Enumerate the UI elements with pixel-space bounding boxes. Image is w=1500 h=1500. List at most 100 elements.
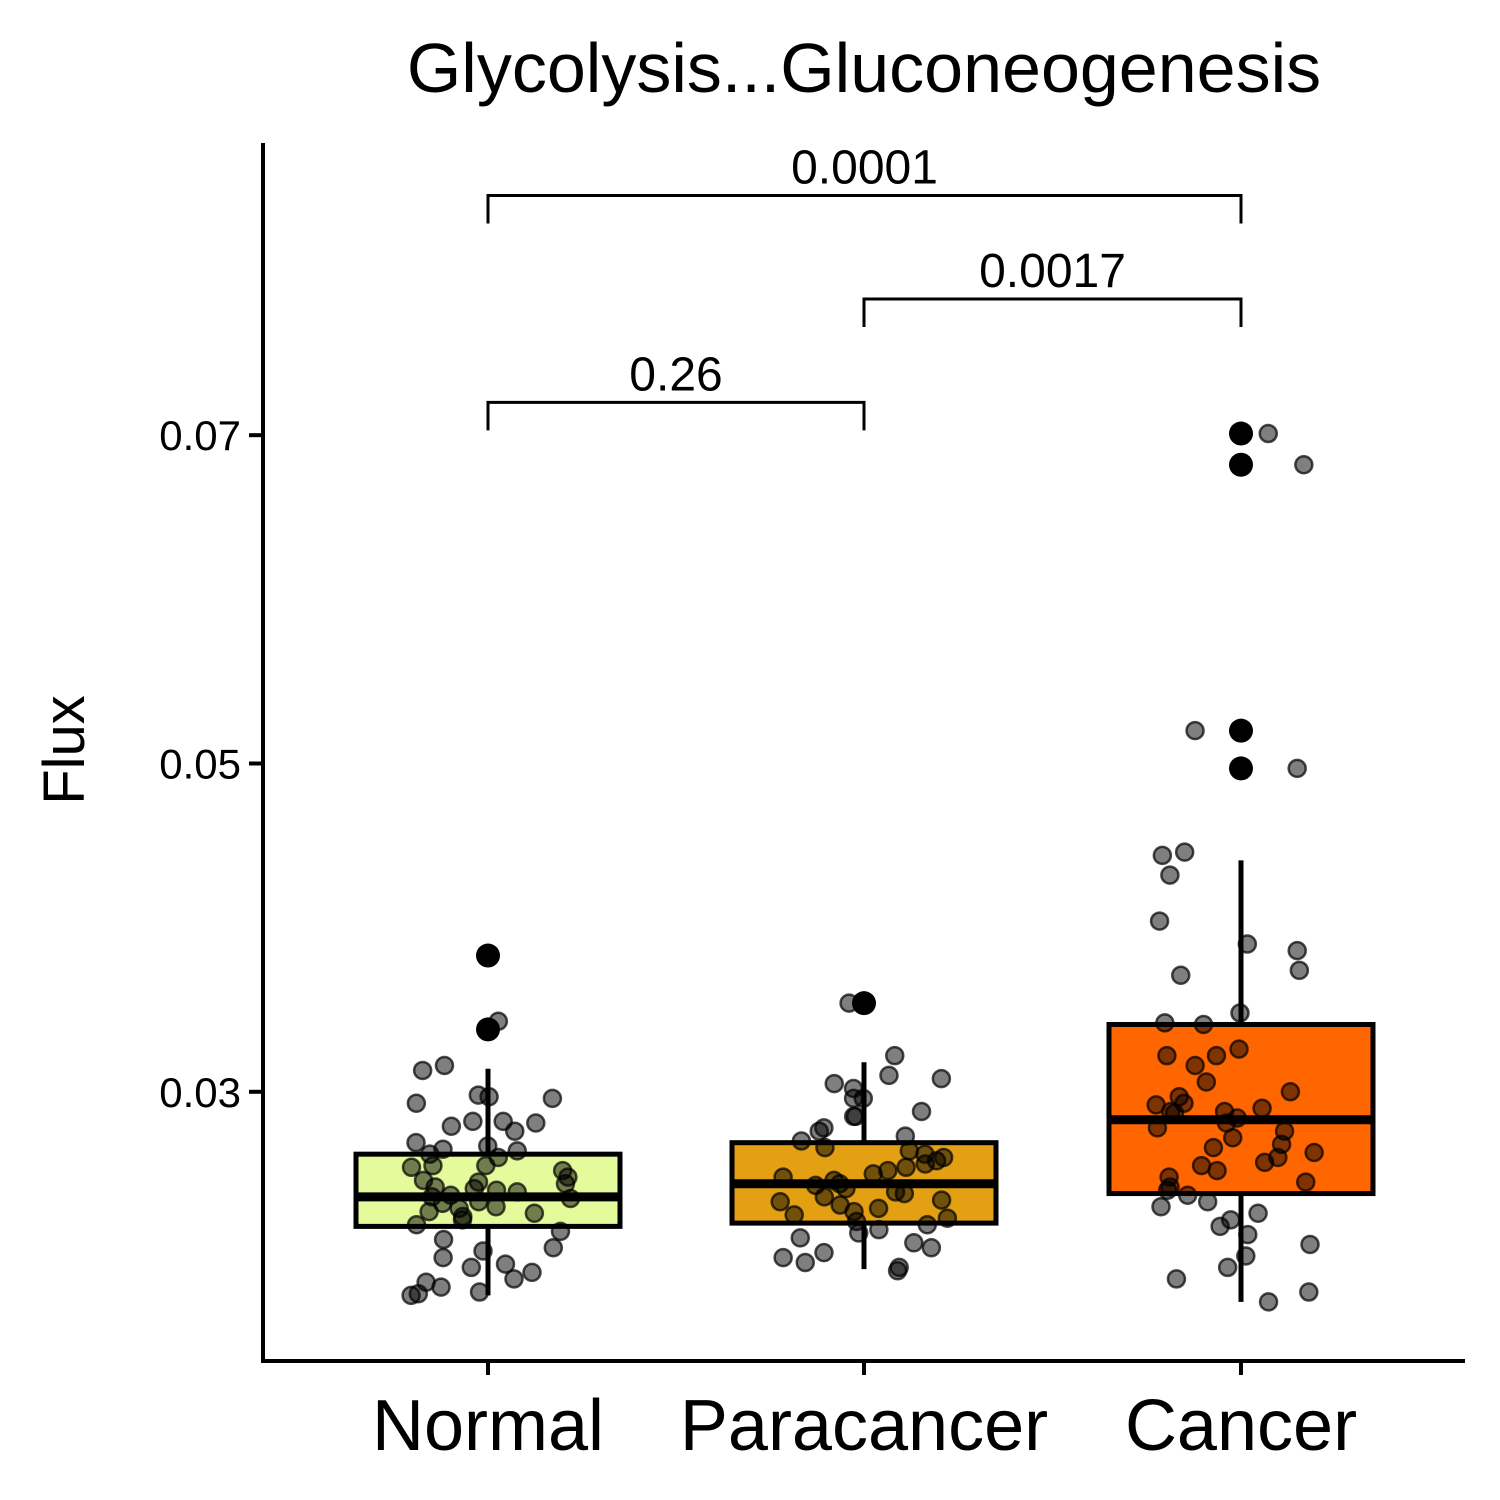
y-axis-label: Flux: [32, 695, 97, 805]
data-point: [931, 1068, 952, 1089]
data-point: [469, 1192, 489, 1212]
data-point: [452, 1210, 473, 1230]
data-point: [1147, 1118, 1168, 1138]
data-point: [1155, 1013, 1175, 1033]
data-point: [1248, 1203, 1268, 1224]
data-point: [1222, 1128, 1243, 1148]
data-point: [1296, 1172, 1316, 1192]
data-point: [1164, 1103, 1185, 1123]
data-point: [1236, 1246, 1256, 1266]
comparison-bracket: 0.0017: [862, 245, 1243, 327]
data-point: [1151, 1196, 1171, 1217]
data-point: [791, 1131, 812, 1151]
data-point: [937, 1208, 958, 1228]
outlier-point: [1229, 452, 1253, 477]
data-point: [1197, 1192, 1218, 1212]
data-point: [887, 1260, 908, 1281]
data-point: [526, 1113, 546, 1133]
data-point: [401, 1285, 421, 1306]
data-point: [1157, 1180, 1178, 1201]
data-point: [469, 1282, 490, 1302]
data-point: [885, 1045, 905, 1066]
data-point: [815, 1137, 835, 1158]
data-point: [1193, 1014, 1214, 1035]
data-point: [843, 1106, 864, 1127]
data-point: [773, 1247, 793, 1268]
data-point: [476, 945, 497, 966]
points-normal: [401, 945, 581, 1306]
data-point: [1157, 1045, 1177, 1066]
p-value-label: 0.26: [629, 348, 722, 401]
data-point: [431, 1277, 451, 1297]
data-point: [1217, 1257, 1238, 1278]
data-point: [433, 1229, 454, 1250]
y-tick-label: 0.07: [159, 412, 241, 459]
outlier-point: [1229, 718, 1253, 743]
box-cancer: [1106, 421, 1376, 1302]
data-point: [824, 1073, 844, 1094]
data-point: [419, 1201, 439, 1222]
box-normal: [353, 943, 623, 1296]
data-point: [406, 1215, 427, 1235]
p-value-label: 0.0017: [979, 245, 1126, 298]
data-point: [1203, 1137, 1224, 1158]
data-point: [1299, 1282, 1319, 1302]
p-value-label: 0.0001: [791, 142, 938, 195]
y-tick-label: 0.03: [159, 1069, 241, 1116]
data-point: [486, 1196, 506, 1217]
data-point: [1207, 1160, 1227, 1181]
data-point: [773, 1167, 793, 1187]
data-point: [770, 1192, 790, 1212]
data-point: [921, 1237, 942, 1258]
data-point: [1152, 845, 1173, 866]
chart-title: Glycolysis...Gluconeogenesis: [407, 29, 1321, 107]
data-point: [848, 1223, 869, 1243]
data-point: [1238, 1224, 1258, 1245]
data-point: [879, 1065, 899, 1086]
data-point: [1185, 1055, 1205, 1076]
data-point: [476, 1155, 496, 1176]
data-point: [917, 1215, 938, 1235]
outlier-point: [852, 991, 876, 1016]
data-point: [461, 1257, 482, 1278]
data-point: [836, 1178, 856, 1199]
data-point: [507, 1141, 527, 1161]
data-point: [1252, 1098, 1272, 1118]
bracket-line: [862, 297, 1243, 327]
data-point: [931, 1190, 952, 1210]
data-point: [904, 1233, 924, 1253]
data-point: [784, 1205, 804, 1225]
data-point: [1229, 1039, 1249, 1059]
data-point: [463, 1111, 483, 1132]
data-point: [809, 1121, 829, 1141]
data-point: [1171, 965, 1191, 985]
data-point: [550, 1221, 571, 1242]
data-point: [507, 1182, 527, 1202]
data-point: [479, 1086, 499, 1107]
data-point: [1230, 1003, 1250, 1023]
data-point: [433, 1247, 453, 1268]
x-tick-label: Cancer: [1125, 1386, 1357, 1466]
data-point: [894, 1183, 915, 1204]
data-point: [1149, 911, 1170, 931]
data-point: [1166, 1269, 1187, 1289]
bracket-line: [486, 400, 866, 431]
points-paracancer: [770, 993, 958, 1281]
data-point: [522, 1262, 542, 1283]
data-point: [406, 1132, 426, 1153]
x-tick-label: Normal: [372, 1386, 604, 1466]
x-tick-label: Paracancer: [680, 1386, 1048, 1466]
outlier-point: [1229, 421, 1253, 446]
data-point: [1160, 865, 1180, 885]
data-point: [869, 1219, 889, 1240]
data-point: [899, 1141, 920, 1161]
data-point: [401, 1157, 422, 1178]
data-point: [911, 1101, 932, 1122]
data-point: [423, 1155, 443, 1176]
data-point: [1210, 1216, 1230, 1237]
data-point: [896, 1157, 916, 1178]
data-point: [505, 1121, 525, 1141]
data-point: [486, 1180, 507, 1201]
data-point: [1304, 1142, 1324, 1163]
